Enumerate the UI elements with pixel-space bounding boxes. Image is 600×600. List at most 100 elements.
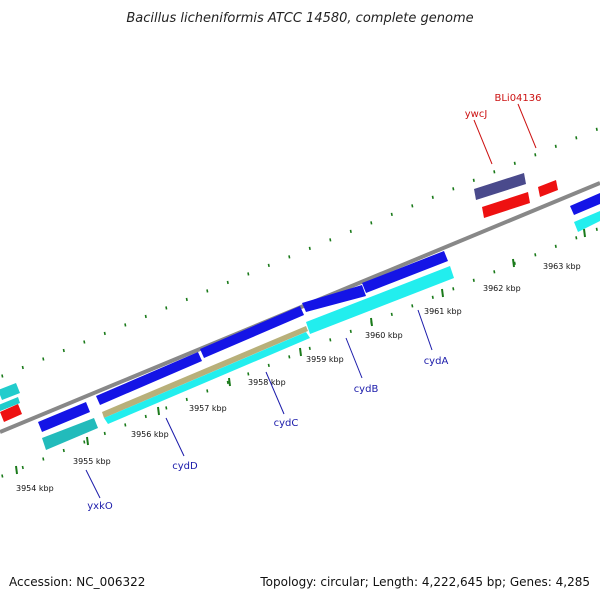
gene-label-bli04136[interactable]: BLi04136 [494,93,541,104]
cds-feature[interactable] [0,383,20,400]
cds-feature[interactable] [42,418,98,450]
tick-label: 3958 kbp [248,378,286,387]
minor-tick [124,323,127,327]
map-title: Bacillus licheniformis ATCC 14580, compl… [126,11,473,26]
minor-tick [411,204,414,208]
gene-label-cyda[interactable]: cydA [424,356,449,367]
minor-tick [288,255,291,259]
major-tick [86,436,89,446]
minor-tick [62,348,65,353]
minor-tick [513,261,516,265]
gene-label-cydd[interactable]: cydD [172,461,198,472]
minor-tick [1,474,4,478]
minor-tick [42,457,45,461]
minor-tick [267,263,270,268]
minor-tick [288,355,291,359]
minor-tick [575,236,578,240]
minor-tick [103,331,106,336]
major-tick [15,465,18,475]
forward-strand-features [0,173,600,432]
gene-label-cydb[interactable]: cydB [354,384,379,395]
cds-feature[interactable] [96,352,202,405]
major-tick [512,258,515,268]
minor-tick [21,465,24,470]
cds-feature[interactable] [570,193,600,215]
minor-tick [575,136,578,140]
minor-tick [411,304,414,308]
minor-tick [390,212,393,217]
cds-feature[interactable] [482,192,530,218]
label-connectors [85,103,537,499]
cds-feature[interactable] [574,211,600,232]
minor-tick [349,229,352,234]
major-tick [583,228,586,238]
minor-tick [513,161,516,165]
minor-tick [21,365,24,370]
minor-tick [83,440,86,444]
tick-label: 3961 kbp [424,307,462,316]
tick-label: 3957 kbp [189,404,227,413]
minor-tick [144,414,147,419]
outer-tick-track [1,127,598,378]
minor-tick [493,170,496,174]
gene-labels: yxkO cydD cydC cydB cydA ywcJ BLi04136 [87,93,541,512]
cds-feature[interactable] [302,285,366,312]
tick-label: 3962 kbp [483,284,521,293]
cds-feature[interactable] [362,251,448,293]
minor-tick [472,178,475,182]
minor-tick [431,195,434,199]
minor-tick [472,278,475,282]
major-tick [441,288,444,298]
rna-feature[interactable] [102,326,308,418]
minor-tick [1,374,4,378]
minor-tick [124,423,127,427]
cds-feature[interactable] [538,180,558,197]
minor-tick [308,246,311,251]
major-tick [299,347,302,357]
cds-feature[interactable] [0,404,22,422]
minor-tick [247,272,250,276]
minor-tick [431,295,434,299]
minor-tick [62,448,65,453]
minor-tick [42,357,45,361]
cds-feature[interactable] [0,397,20,412]
minor-tick [226,280,229,285]
minor-tick [226,380,229,385]
minor-tick [165,306,168,310]
inner-tick-track [1,227,598,478]
minor-tick [595,227,598,231]
minor-tick [493,270,496,274]
major-tick [228,377,231,387]
minor-tick [595,127,598,131]
genome-summary-text: Topology: circular; Length: 4,222,645 bp… [259,575,590,589]
tick-label: 3959 kbp [306,355,344,364]
tick-label: 3956 kbp [131,430,169,439]
gene-label-yxko[interactable]: yxkO [87,501,113,512]
accession-text: Accession: NC_006322 [9,575,145,589]
minor-tick [267,363,270,368]
cds-feature[interactable] [104,332,310,424]
minor-tick [534,253,537,257]
minor-tick [185,297,188,302]
cds-feature[interactable] [474,173,526,200]
minor-tick [185,397,188,402]
minor-tick [308,346,311,351]
minor-tick [349,329,352,334]
cds-feature[interactable] [38,402,90,432]
reverse-strand-features [0,211,600,450]
cds-feature[interactable] [200,306,304,358]
minor-tick [206,389,209,393]
minor-tick [144,314,147,319]
minor-tick [247,372,250,376]
gene-label-cydc[interactable]: cydC [274,418,299,429]
minor-tick [534,153,537,157]
cds-feature[interactable] [306,266,454,334]
minor-tick [83,340,86,344]
major-tick-group: 3954 kbp 3955 kbp 3956 kbp 3957 kbp 3958 kbp… [15,228,586,493]
minor-tick [329,238,332,242]
gene-label-ywcj[interactable]: ywcJ [465,109,488,120]
tick-label: 3955 kbp [73,457,111,466]
minor-tick [554,144,557,148]
minor-tick [554,244,557,248]
